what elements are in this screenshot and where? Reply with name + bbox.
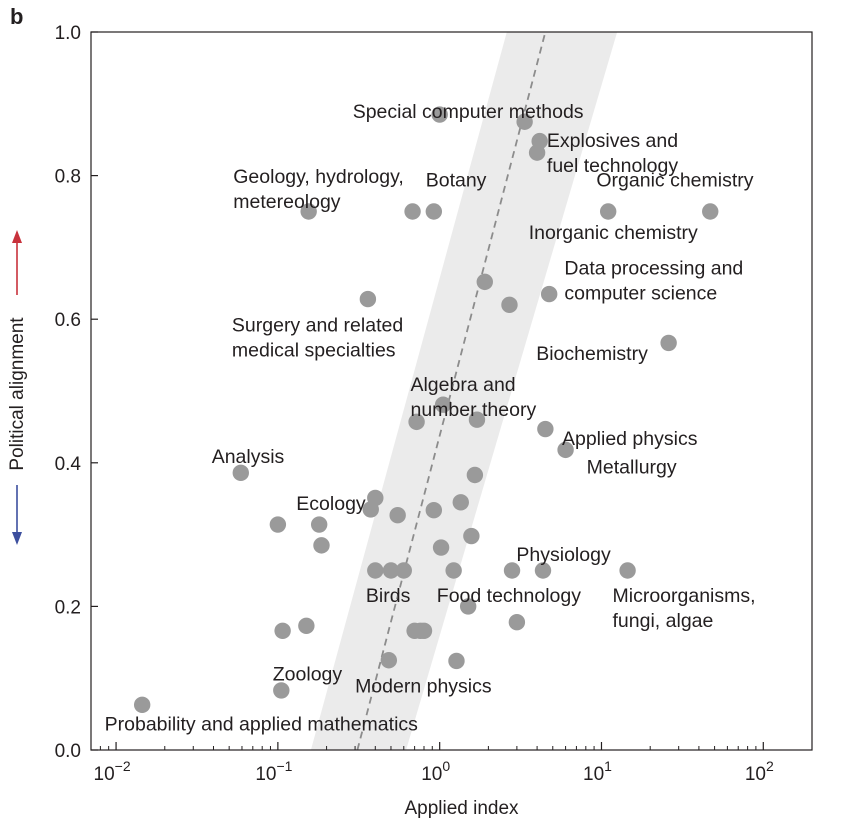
panel-label: b [10, 4, 24, 29]
data-point [476, 273, 493, 291]
data-point [445, 562, 462, 579]
x-tick-label: 10−1 [255, 758, 292, 785]
y-tick-label: 0.6 [55, 310, 81, 331]
fit-line-layer [356, 31, 547, 751]
annotation-label: Algebra and number theory [410, 374, 536, 421]
data-point [537, 420, 554, 438]
annotation-label: Botany [426, 169, 487, 191]
data-point [274, 622, 291, 640]
data-point [425, 501, 443, 519]
annotation-label: Organic chemistry [596, 169, 753, 191]
annotation-label: Surgery and related medical specialties [232, 314, 403, 361]
y-tick-label: 0.8 [55, 167, 81, 188]
x-tick-label: 101 [583, 758, 612, 785]
y-tick-label: 0.4 [55, 454, 82, 475]
fit-line [356, 31, 547, 751]
data-point [468, 411, 486, 428]
annotation-label: Explosives and fuel technology [547, 130, 678, 177]
data-point [432, 539, 450, 556]
annotation-label: Probability and applied mathematics [105, 714, 419, 736]
annotation-label: Analysis [212, 446, 285, 468]
data-point [540, 285, 558, 303]
annotation-label: Metallurgy [587, 457, 677, 479]
data-point [310, 516, 328, 533]
data-point [531, 132, 548, 150]
annotation-label: Zoology [273, 663, 343, 685]
data-point [459, 598, 477, 615]
plot-frame [90, 31, 813, 751]
x-tick-label: 102 [745, 758, 774, 785]
data-point [389, 507, 406, 524]
annotation-label: Special computer methods [353, 101, 584, 123]
annotation-label: Modern physics [355, 676, 492, 698]
annotation-label: Applied physics [562, 428, 698, 450]
annotation-label: Ecology [296, 493, 366, 515]
data-point [359, 290, 377, 308]
data-point [501, 296, 518, 314]
data-point [503, 562, 521, 579]
x-tick-label: 100 [421, 758, 450, 785]
down-arrow-head-icon [12, 532, 22, 545]
data-point [380, 652, 398, 669]
annotation-label: Geology, hydrology, metereology [233, 166, 404, 213]
data-point [508, 613, 526, 631]
data-point [367, 489, 384, 507]
direction-arrows [12, 230, 22, 545]
annotation-label: Birds [366, 585, 411, 607]
data-point [466, 466, 484, 484]
data-point [300, 203, 317, 220]
annotation-label: Microorganisms, fungi, algae [613, 585, 756, 632]
axes-layer: 0.0 0.2 0.4 0.6 0.8 1.0 10−2 10−1 100 101 102 [55, 23, 813, 785]
annotation-label: Biochemistry [536, 343, 648, 365]
data-point [534, 562, 552, 579]
data-point [269, 516, 287, 533]
annotation-label: Inorganic chemistry [529, 222, 698, 244]
data-points-layer [133, 106, 719, 713]
data-point [431, 106, 448, 123]
up-arrow-head-icon [12, 230, 22, 243]
data-point [133, 696, 151, 713]
annotation-label: Food technology [437, 585, 581, 607]
data-point [382, 562, 400, 579]
data-point [702, 203, 719, 220]
x-tick-label: 10−2 [94, 758, 131, 785]
data-point [557, 441, 574, 459]
y-axis-title: Political alignment [7, 317, 28, 471]
data-point [660, 334, 677, 352]
data-point [395, 562, 412, 579]
data-point [452, 494, 469, 511]
data-point [367, 562, 384, 579]
data-point [599, 203, 617, 220]
y-tick-label: 1.0 [55, 23, 81, 44]
data-point [448, 652, 465, 670]
data-point [619, 562, 636, 579]
data-point [232, 464, 249, 482]
annotation-label: Data processing and computer science [564, 258, 743, 305]
data-point [273, 682, 290, 699]
y-tick-label: 0.2 [55, 597, 81, 618]
annotations-layer: Special computer methods Explosives and fu… [105, 101, 756, 735]
data-point [463, 527, 480, 545]
data-point [298, 617, 315, 634]
data-point [313, 537, 330, 554]
x-axis-title: Applied index [404, 798, 519, 819]
data-point [516, 113, 533, 130]
data-point [408, 413, 425, 431]
annotation-label: Physiology [516, 544, 611, 566]
data-point [415, 622, 433, 640]
data-point [434, 396, 452, 413]
y-tick-label: 0.0 [55, 741, 81, 762]
data-point [404, 203, 421, 220]
data-point [425, 203, 443, 220]
